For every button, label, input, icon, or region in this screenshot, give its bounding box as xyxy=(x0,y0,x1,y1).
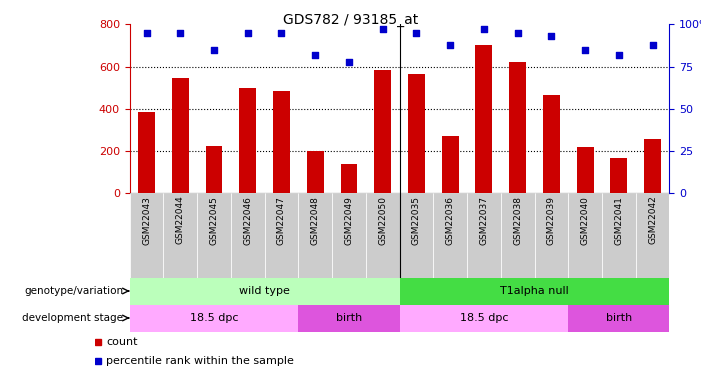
Text: GSM22046: GSM22046 xyxy=(243,196,252,244)
Bar xyxy=(569,304,669,332)
Text: GSM22038: GSM22038 xyxy=(513,196,522,244)
Bar xyxy=(341,164,358,193)
Point xyxy=(512,30,523,36)
Point xyxy=(647,42,658,48)
Bar xyxy=(163,193,197,278)
Point xyxy=(546,33,557,39)
Bar xyxy=(299,304,400,332)
Text: birth: birth xyxy=(336,313,362,323)
Text: genotype/variation: genotype/variation xyxy=(24,286,123,296)
Text: T1alpha null: T1alpha null xyxy=(500,286,569,296)
Bar xyxy=(400,278,669,304)
Text: GDS782 / 93185_at: GDS782 / 93185_at xyxy=(283,13,418,27)
Text: GSM22047: GSM22047 xyxy=(277,196,286,244)
Point xyxy=(343,58,355,64)
Text: GSM22044: GSM22044 xyxy=(176,196,185,244)
Bar xyxy=(644,140,661,193)
Point xyxy=(444,42,456,48)
Bar xyxy=(543,95,560,193)
Bar xyxy=(130,193,163,278)
Text: development stage: development stage xyxy=(22,313,123,323)
Bar xyxy=(273,91,290,193)
Bar xyxy=(366,193,400,278)
Point xyxy=(613,52,625,58)
Text: GSM22039: GSM22039 xyxy=(547,196,556,244)
Bar xyxy=(611,158,627,193)
Bar xyxy=(138,112,155,193)
Text: percentile rank within the sample: percentile rank within the sample xyxy=(106,356,294,366)
Text: GSM22045: GSM22045 xyxy=(210,196,219,244)
Point xyxy=(276,30,287,36)
Text: GSM22050: GSM22050 xyxy=(379,196,387,244)
Text: 18.5 dpc: 18.5 dpc xyxy=(460,313,508,323)
Bar xyxy=(535,193,569,278)
Text: count: count xyxy=(106,337,137,347)
Bar xyxy=(172,78,189,193)
Bar xyxy=(332,193,366,278)
Bar xyxy=(197,193,231,278)
Bar xyxy=(433,193,467,278)
Bar xyxy=(400,193,433,278)
Point xyxy=(242,30,253,36)
Bar xyxy=(475,45,492,193)
Text: GSM22037: GSM22037 xyxy=(479,196,489,244)
Bar xyxy=(509,62,526,193)
Bar xyxy=(130,278,400,304)
Bar xyxy=(299,193,332,278)
Point xyxy=(175,30,186,36)
Bar xyxy=(408,74,425,193)
Point xyxy=(310,52,321,58)
Text: GSM22036: GSM22036 xyxy=(446,196,455,244)
Bar xyxy=(400,304,569,332)
Point xyxy=(208,47,219,53)
Bar xyxy=(577,147,594,193)
Bar xyxy=(467,193,501,278)
Bar xyxy=(569,193,602,278)
Text: GSM22035: GSM22035 xyxy=(412,196,421,244)
Point xyxy=(141,30,152,36)
Bar xyxy=(239,88,256,193)
Bar xyxy=(602,193,636,278)
Point xyxy=(478,26,489,33)
Text: GSM22040: GSM22040 xyxy=(580,196,590,244)
Text: 18.5 dpc: 18.5 dpc xyxy=(190,313,238,323)
Text: birth: birth xyxy=(606,313,632,323)
Bar xyxy=(636,193,669,278)
Bar xyxy=(501,193,535,278)
Bar xyxy=(205,146,222,193)
Bar xyxy=(374,70,391,193)
Text: GSM22042: GSM22042 xyxy=(648,196,657,244)
Text: GSM22049: GSM22049 xyxy=(344,196,353,244)
Bar xyxy=(130,304,299,332)
Point xyxy=(411,30,422,36)
Bar xyxy=(307,151,324,193)
Bar xyxy=(231,193,265,278)
Text: wild type: wild type xyxy=(239,286,290,296)
Point xyxy=(377,26,388,33)
Bar xyxy=(265,193,299,278)
Point xyxy=(580,47,591,53)
Text: GSM22048: GSM22048 xyxy=(311,196,320,244)
Text: GSM22043: GSM22043 xyxy=(142,196,151,244)
Bar xyxy=(442,136,458,193)
Text: GSM22041: GSM22041 xyxy=(614,196,623,244)
